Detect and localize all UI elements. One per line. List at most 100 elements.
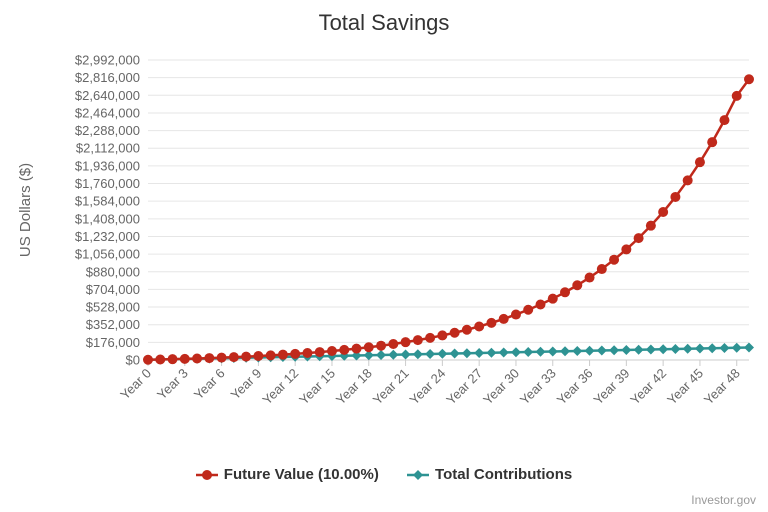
data-point[interactable]	[388, 349, 399, 360]
data-point[interactable]	[498, 313, 509, 324]
chart-title: Total Savings	[319, 10, 450, 35]
data-point[interactable]	[694, 343, 705, 354]
data-point[interactable]	[645, 344, 656, 355]
data-point[interactable]	[719, 115, 730, 126]
data-point[interactable]	[645, 220, 656, 231]
data-point[interactable]	[707, 343, 718, 354]
data-point[interactable]	[535, 346, 546, 357]
data-point[interactable]	[388, 339, 399, 350]
data-point[interactable]	[523, 346, 534, 357]
data-point[interactable]	[584, 272, 595, 283]
y-tick-label: $2,640,000	[75, 88, 140, 103]
data-point[interactable]	[363, 342, 374, 353]
data-point[interactable]	[486, 347, 497, 358]
data-point[interactable]	[572, 280, 583, 291]
y-tick-label: $1,408,000	[75, 211, 140, 226]
data-point[interactable]	[437, 348, 448, 359]
data-point[interactable]	[376, 349, 387, 360]
data-point[interactable]	[265, 350, 276, 361]
legend-item-future-value[interactable]: Future Value (10.00%)	[195, 466, 379, 483]
data-point[interactable]	[351, 350, 362, 361]
data-point[interactable]	[412, 335, 423, 346]
data-point[interactable]	[584, 345, 595, 356]
y-tick-label: $1,760,000	[75, 176, 140, 191]
data-point[interactable]	[302, 348, 313, 359]
data-point[interactable]	[658, 344, 669, 355]
data-point[interactable]	[204, 353, 215, 364]
data-point[interactable]	[510, 347, 521, 358]
data-point[interactable]	[731, 342, 742, 353]
data-point[interactable]	[228, 352, 239, 363]
data-point[interactable]	[314, 347, 325, 358]
data-point[interactable]	[461, 348, 472, 359]
y-tick-label: $1,584,000	[75, 194, 140, 209]
data-point[interactable]	[547, 293, 558, 304]
data-point[interactable]	[216, 352, 227, 363]
data-point[interactable]	[633, 233, 644, 244]
data-point[interactable]	[449, 327, 460, 338]
data-point[interactable]	[744, 342, 754, 353]
data-point[interactable]	[277, 349, 288, 360]
data-point[interactable]	[486, 317, 497, 328]
data-point[interactable]	[290, 348, 301, 359]
data-point[interactable]	[363, 350, 374, 361]
data-point[interactable]	[351, 343, 362, 354]
data-point[interactable]	[547, 346, 558, 357]
data-point[interactable]	[474, 347, 485, 358]
credits-link[interactable]: Investor.gov	[691, 493, 756, 507]
data-point[interactable]	[179, 353, 190, 364]
data-point[interactable]	[326, 346, 337, 357]
data-point[interactable]	[437, 330, 448, 341]
data-point[interactable]	[560, 346, 571, 357]
data-point[interactable]	[609, 254, 620, 265]
data-point[interactable]	[682, 175, 693, 186]
data-point[interactable]	[621, 244, 632, 255]
y-tick-label: $2,464,000	[75, 105, 140, 120]
data-point[interactable]	[560, 287, 571, 298]
x-tick-label: Year 45	[664, 366, 706, 408]
data-point[interactable]	[523, 304, 534, 315]
data-point[interactable]	[633, 344, 644, 355]
data-point[interactable]	[400, 337, 411, 348]
data-point[interactable]	[744, 74, 754, 85]
data-point[interactable]	[425, 332, 436, 343]
y-tick-label: $880,000	[86, 264, 140, 279]
data-point[interactable]	[425, 348, 436, 359]
data-point[interactable]	[572, 345, 583, 356]
data-point[interactable]	[339, 344, 350, 355]
legend-item-total-contributions[interactable]: Total Contributions	[407, 466, 572, 483]
data-point[interactable]	[192, 353, 203, 364]
x-tick-label: Year 27	[443, 366, 485, 408]
data-point[interactable]	[596, 264, 607, 275]
data-point[interactable]	[621, 344, 632, 355]
data-point[interactable]	[682, 343, 693, 354]
data-point[interactable]	[474, 321, 485, 332]
data-point[interactable]	[449, 348, 460, 359]
data-point[interactable]	[609, 345, 620, 356]
data-point[interactable]	[412, 349, 423, 360]
data-point[interactable]	[670, 343, 681, 354]
data-point[interactable]	[707, 137, 718, 148]
data-point[interactable]	[376, 340, 387, 351]
data-point[interactable]	[241, 351, 252, 362]
data-point[interactable]	[461, 324, 472, 335]
x-tick-label: Year 6	[191, 366, 228, 403]
data-point[interactable]	[143, 354, 153, 365]
data-point[interactable]	[510, 309, 521, 320]
future-value-marker-icon	[195, 469, 218, 480]
total-contributions-marker-icon	[407, 469, 430, 480]
data-point[interactable]	[658, 207, 669, 218]
data-point[interactable]	[731, 90, 742, 101]
data-point[interactable]	[253, 351, 264, 362]
data-point[interactable]	[155, 354, 166, 365]
data-point[interactable]	[400, 349, 411, 360]
data-point[interactable]	[670, 191, 681, 202]
data-point[interactable]	[167, 354, 178, 365]
data-point[interactable]	[596, 345, 607, 356]
y-tick-label: $1,056,000	[75, 247, 140, 262]
data-point[interactable]	[694, 157, 705, 168]
data-point[interactable]	[498, 347, 509, 358]
legend: Future Value (10.00%) Total Contribution…	[0, 466, 768, 486]
data-point[interactable]	[535, 299, 546, 310]
data-point[interactable]	[719, 342, 730, 353]
